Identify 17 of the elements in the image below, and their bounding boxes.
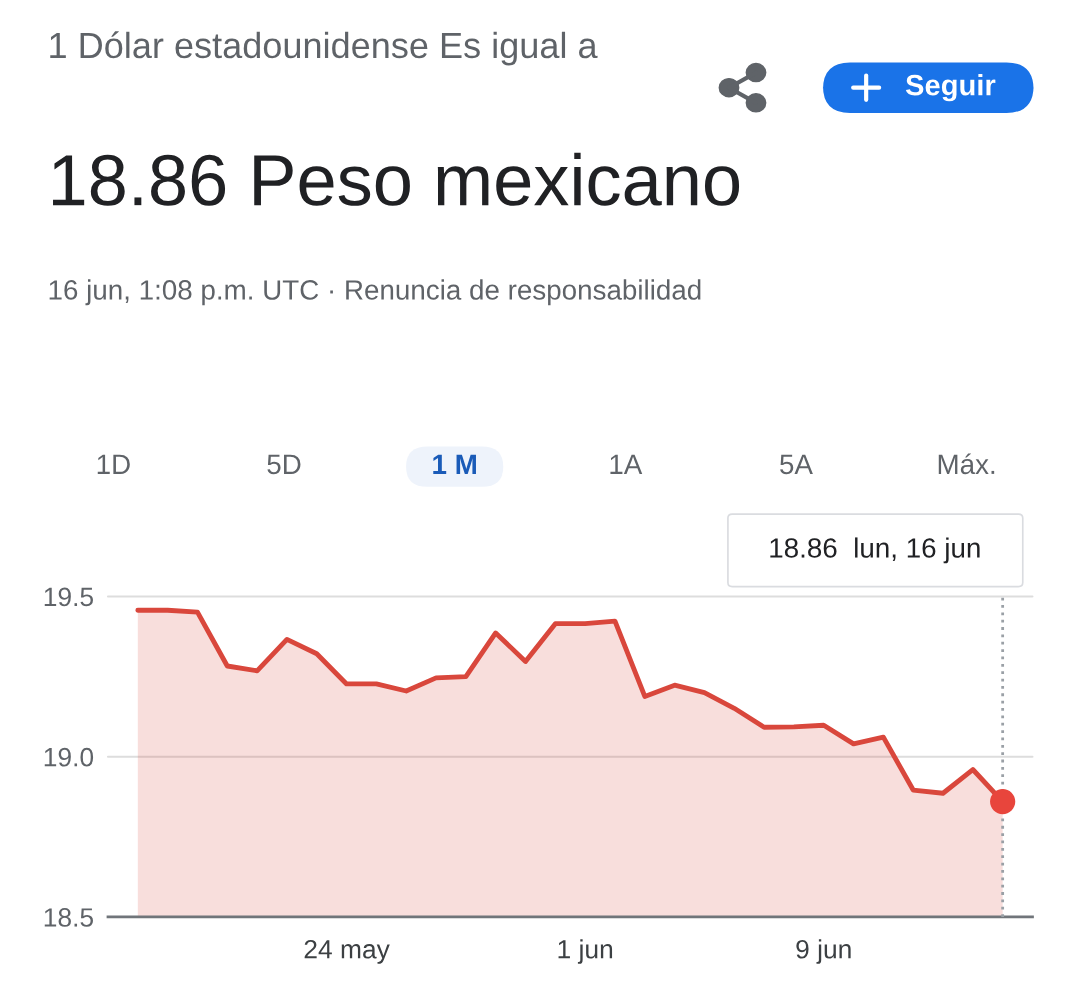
chart-subtitle: 18.86 Peso mexicano: [53, 152, 740, 206]
text: 1 M: [433, 454, 476, 474]
chart-title: 1 Dólar estadounidense Es igual a: [50, 31, 598, 66]
text: Máx.: [938, 453, 995, 475]
y-tick-label: 18.5: [44, 908, 94, 927]
text: 5A: [780, 454, 813, 475]
x-tick-label: 1 jun: [558, 939, 613, 964]
text: 1D: [97, 454, 130, 474]
text: 16 jun, 1:08 p.m. UTC · Renuncia de responsabilidad: [49, 279, 701, 306]
y-tick-label: 19.5: [44, 587, 94, 607]
x-tick-label: 24 may: [304, 939, 390, 964]
text: 1A: [610, 454, 643, 474]
text: Seguir: [905, 74, 996, 102]
y-tick-label: 19.0: [44, 747, 94, 767]
text: 18.86 lun, 16 jun: [770, 537, 980, 564]
x-tick-label: 9 jun: [796, 939, 851, 964]
text: 5D: [267, 454, 301, 475]
